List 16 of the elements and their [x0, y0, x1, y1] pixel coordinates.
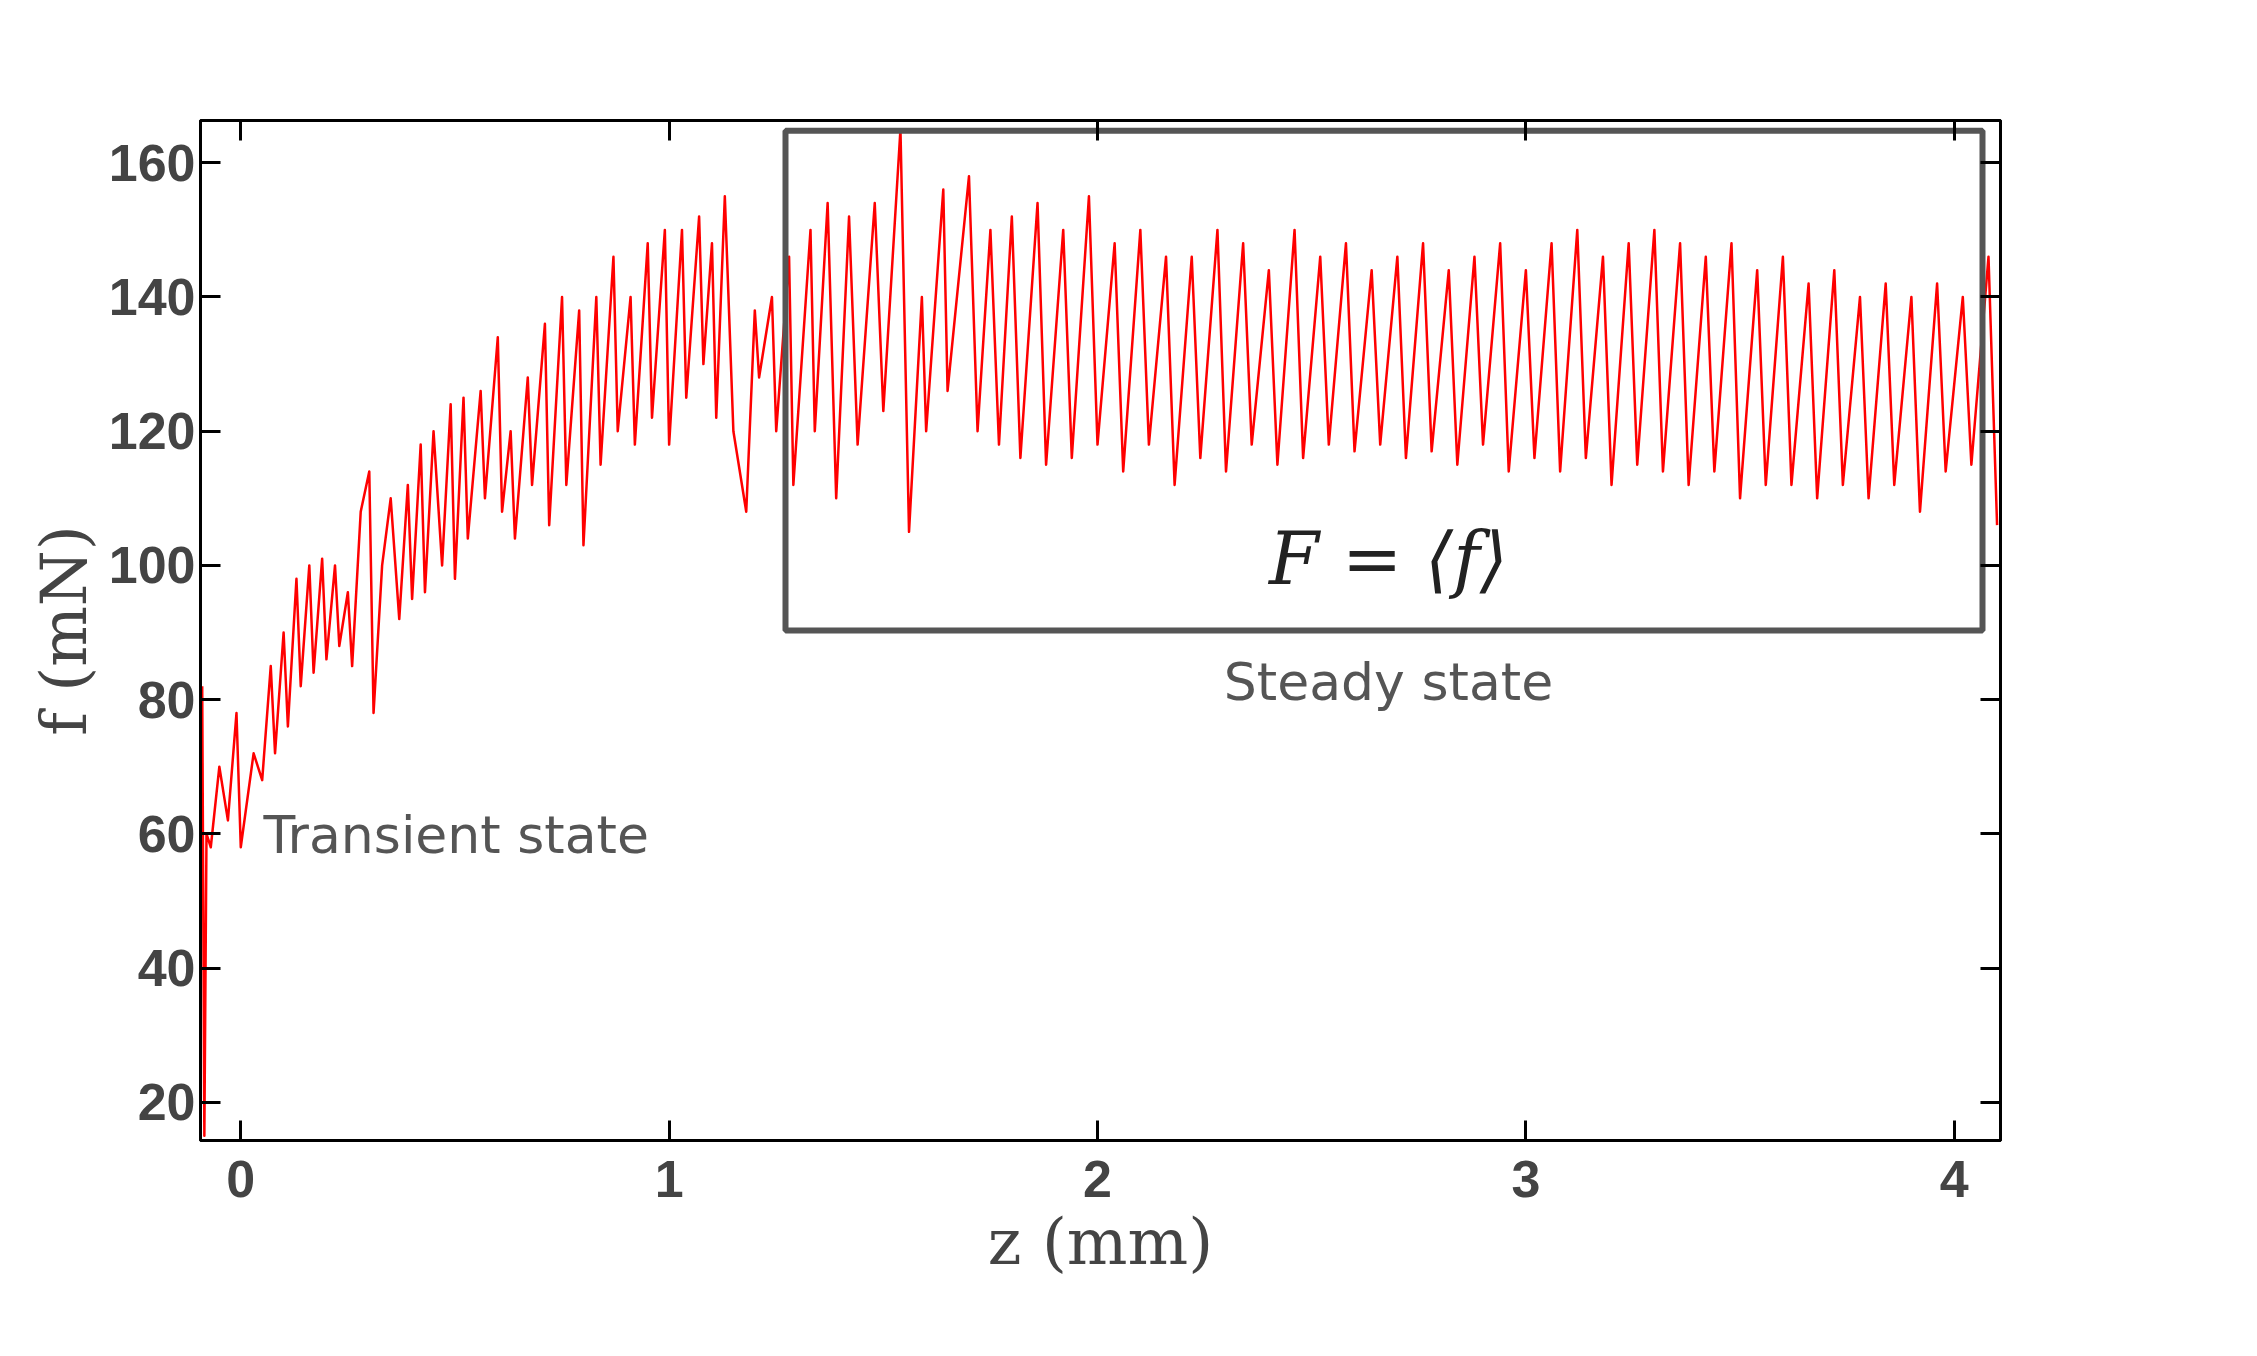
annotation: Steady state — [1223, 651, 1554, 712]
y-tick-label: 40 — [137, 939, 196, 998]
y-tick-label: 60 — [137, 804, 196, 863]
y-tick-label: 20 — [137, 1073, 196, 1132]
y-tick-label: 120 — [108, 402, 196, 461]
x-tick-label: 4 — [1939, 1149, 1969, 1208]
y-axis-title: f (mN) — [26, 525, 101, 736]
y-tick-label: 80 — [137, 670, 196, 729]
y-tick-label: 140 — [108, 267, 196, 326]
x-tick-label: 1 — [654, 1149, 684, 1208]
x-tick-label: 0 — [226, 1149, 256, 1208]
annotation: Transient state — [262, 804, 649, 865]
y-tick-label: 160 — [108, 133, 196, 192]
annotation: F = ⟨f⟩ — [1267, 517, 1508, 602]
x-tick-label: 3 — [1511, 1149, 1541, 1208]
y-tick-label: 100 — [108, 536, 196, 595]
